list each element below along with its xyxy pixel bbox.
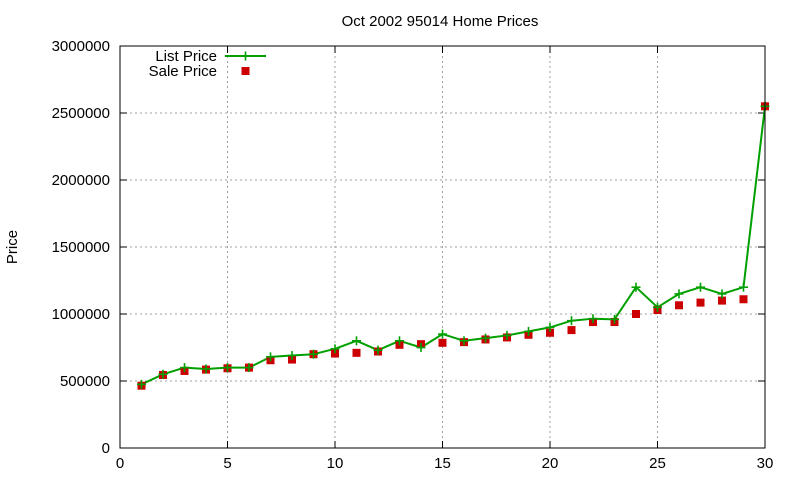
sale-price-point [567, 326, 576, 335]
list-price-point [653, 302, 662, 312]
legend-label-sale-price: Sale Price [149, 63, 217, 80]
list-price-point [588, 314, 598, 324]
sale-price-point [352, 348, 361, 357]
y-tick-label: 2000000 [52, 172, 110, 189]
list-price-point [524, 326, 533, 336]
list-price-point [244, 363, 254, 373]
list-price-point [266, 352, 275, 362]
x-tick-label: 30 [757, 455, 774, 472]
sale-price-point [739, 295, 748, 304]
x-tick-label: 15 [434, 455, 451, 472]
list-price-point [201, 364, 211, 374]
axis-ticks: 0 5 10 15 20 25 30 0 500000 1000000 1500000 2000000… [52, 38, 774, 472]
list-price-point [395, 336, 404, 346]
list-price-point [223, 363, 232, 373]
y-axis-label: Price [4, 230, 21, 264]
y-tick-label: 2500000 [52, 105, 110, 122]
grid [120, 46, 765, 448]
list-price-point [373, 345, 383, 355]
y-tick-label: 1000000 [52, 306, 110, 323]
list-price-point [631, 282, 641, 292]
list-price-line [141, 106, 766, 386]
sale-price-point [696, 298, 705, 307]
sale-price-point [331, 349, 339, 358]
list-price-point [674, 289, 684, 299]
list-price-point [330, 344, 340, 354]
chart-title: Oct 2002 95014 Home Prices [342, 13, 539, 30]
x-tick-label: 20 [542, 455, 559, 472]
legend-marker-list-price [241, 51, 250, 61]
list-price-point [287, 351, 297, 361]
list-price-point [717, 289, 727, 299]
x-tick-label: 0 [116, 455, 124, 472]
y-tick-label: 1500000 [52, 239, 110, 256]
sale-price-point [718, 296, 726, 305]
list-price-point [459, 336, 469, 346]
x-tick-label: 10 [327, 455, 344, 472]
legend-marker-sale-price [241, 67, 250, 75]
list-price-point [352, 336, 361, 346]
list-price-point [739, 282, 748, 292]
sale-price-point [675, 301, 683, 310]
sale-price-point [438, 338, 447, 347]
list-price-point [309, 349, 318, 359]
plot-series [137, 101, 770, 390]
plot-frame [119, 45, 766, 449]
list-price-point [137, 379, 146, 389]
list-price-point [438, 329, 447, 339]
y-tick-label: 500000 [60, 373, 110, 390]
list-price-point [180, 363, 189, 373]
list-price-point [696, 282, 705, 292]
list-price-point [416, 343, 426, 352]
list-price-point [545, 322, 555, 332]
sale-price-point [546, 328, 554, 337]
sale-price-point [632, 310, 640, 318]
list-price-point [481, 333, 490, 343]
y-tick-label: 0 [102, 440, 110, 457]
list-price-point [158, 369, 168, 379]
x-tick-label: 5 [223, 455, 231, 472]
x-tick-label: 25 [649, 455, 666, 472]
legend-label-list-price: List Price [155, 48, 217, 65]
list-price-point [567, 316, 576, 326]
y-tick-label: 3000000 [52, 38, 110, 55]
list-price-point [502, 330, 512, 340]
list-price-point [610, 314, 619, 324]
